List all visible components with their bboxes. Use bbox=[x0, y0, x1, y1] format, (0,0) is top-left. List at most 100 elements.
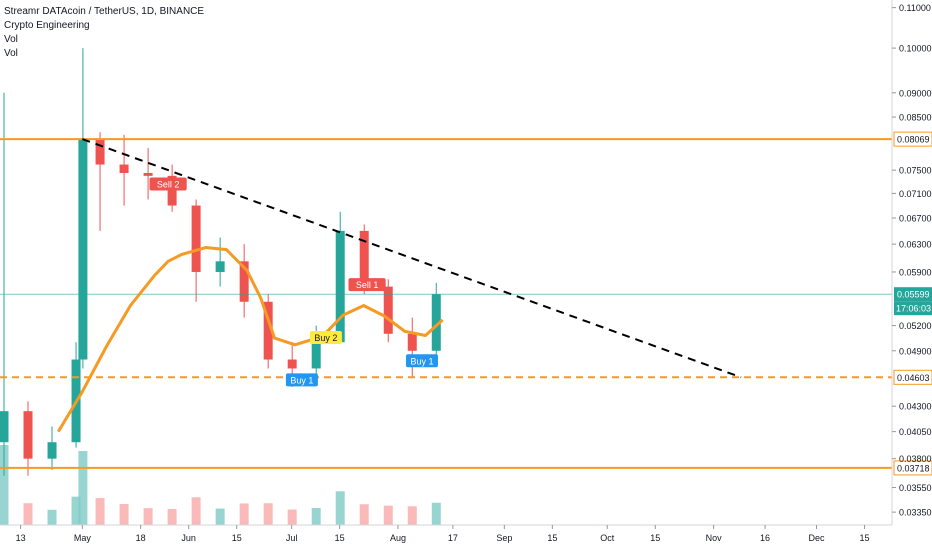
x-tick-label: 17 bbox=[448, 533, 458, 543]
countdown-label: 17:06:03 bbox=[896, 304, 931, 314]
volume-bar bbox=[119, 504, 129, 525]
x-tick-label: 18 bbox=[136, 533, 146, 543]
x-tick-label: Jul bbox=[286, 533, 298, 543]
x-tick-label: May bbox=[74, 533, 92, 543]
x-tick-label: 16 bbox=[760, 533, 770, 543]
volume-bar bbox=[167, 508, 177, 525]
level-label-box bbox=[893, 131, 932, 147]
volume-bar bbox=[287, 509, 297, 525]
y-tick-label: 0.04300 bbox=[899, 402, 932, 412]
trendline bbox=[81, 138, 742, 379]
candle-body bbox=[311, 342, 321, 369]
y-tick-label: 0.05900 bbox=[899, 267, 932, 277]
volume-bar bbox=[383, 505, 393, 525]
candle-body bbox=[167, 175, 177, 206]
volume-bar bbox=[143, 508, 153, 525]
candle-body bbox=[239, 261, 249, 302]
y-tick-label: 0.10000 bbox=[899, 44, 932, 54]
volume-bar bbox=[95, 498, 105, 525]
volume-bar bbox=[191, 497, 201, 525]
volume-bar bbox=[311, 507, 321, 525]
level-label: 0.04603 bbox=[897, 373, 930, 383]
candle-body bbox=[119, 164, 129, 173]
candlesticks bbox=[0, 48, 441, 476]
signal-badge bbox=[149, 177, 187, 191]
x-tick-label: Sep bbox=[496, 533, 512, 543]
candle-body bbox=[335, 230, 345, 343]
y-tick-label: 0.04900 bbox=[899, 346, 932, 356]
countdown-box bbox=[894, 301, 932, 316]
y-tick-label: 0.07100 bbox=[899, 189, 932, 199]
x-tick-label: Oct bbox=[600, 533, 615, 543]
volume-bar bbox=[263, 503, 273, 525]
volume-bar bbox=[335, 491, 345, 525]
signal-badge bbox=[285, 373, 318, 387]
trendline-path bbox=[81, 138, 742, 379]
volume-bar bbox=[71, 496, 81, 525]
y-tick-label: 0.09000 bbox=[899, 88, 932, 98]
signal-labels: Sell 2 Sell 1 Buy 2 Buy 1 Buy 1 bbox=[149, 177, 438, 387]
level-label: 0.08069 bbox=[897, 135, 930, 145]
signal-label: Sell 1 bbox=[356, 280, 379, 290]
candle-body bbox=[287, 359, 297, 369]
y-tick-label: 0.04050 bbox=[899, 427, 932, 437]
y-tick-label: 0.06700 bbox=[899, 214, 932, 224]
moving-average-line bbox=[57, 245, 444, 433]
y-tick-label: 0.11000 bbox=[899, 3, 931, 13]
last-price-box bbox=[894, 287, 932, 302]
y-tick-label: 0.07500 bbox=[899, 166, 932, 176]
x-tick-label: 15 bbox=[860, 533, 870, 543]
signal-label: Sell 2 bbox=[157, 180, 180, 190]
y-tick-label: 0.03550 bbox=[899, 483, 932, 493]
legend-vol-2: Vol bbox=[4, 48, 18, 59]
legend-indicator: Crypto Engineering bbox=[4, 20, 90, 31]
candle-body bbox=[383, 286, 393, 334]
x-tick-label: Dec bbox=[809, 533, 826, 543]
candle-body bbox=[407, 333, 417, 351]
x-tick-label: 15 bbox=[335, 533, 345, 543]
chart-legend: Streamr DATAcoin / TetherUS, 1D, BINANCE… bbox=[4, 5, 204, 61]
candle-body bbox=[47, 442, 57, 459]
signal-label: Buy 2 bbox=[314, 333, 337, 343]
signal-badge bbox=[348, 278, 386, 292]
y-tick-label: 0.08500 bbox=[899, 113, 932, 123]
candle-body bbox=[191, 205, 201, 272]
candle-body bbox=[78, 139, 88, 360]
signal-badge bbox=[309, 330, 342, 344]
volume-bar bbox=[23, 503, 33, 525]
x-tick-label: 15 bbox=[232, 533, 242, 543]
moving-average bbox=[57, 245, 444, 433]
candle-body bbox=[431, 294, 441, 351]
volume-bar bbox=[78, 451, 88, 525]
volume-bar bbox=[47, 509, 57, 525]
level-label: 0.03718 bbox=[897, 463, 930, 473]
candle-body bbox=[0, 411, 9, 443]
legend-title: Streamr DATAcoin / TetherUS, 1D, BINANCE bbox=[4, 6, 205, 17]
level-label-box bbox=[893, 369, 932, 385]
x-tick-label: 13 bbox=[16, 533, 26, 543]
x-tick-label: Aug bbox=[390, 533, 406, 543]
y-tick-label: 0.06300 bbox=[899, 240, 932, 250]
horizontal-levels: 0.08069 0.04603 0.03718 0.05599 17:06:03 bbox=[0, 131, 932, 476]
last-price-label: 0.05599 bbox=[897, 290, 930, 300]
x-tick-label: Jun bbox=[181, 533, 196, 543]
candle-body bbox=[215, 261, 225, 272]
volume-bars bbox=[0, 445, 441, 525]
volume-bar bbox=[215, 508, 225, 525]
candle-body bbox=[95, 139, 105, 165]
x-tick-label: 15 bbox=[547, 533, 557, 543]
volume-bar bbox=[0, 445, 9, 525]
candle-body bbox=[263, 301, 273, 360]
y-tick-label: 0.03350 bbox=[899, 508, 932, 518]
signal-label: Buy 1 bbox=[290, 375, 313, 385]
y-tick-label: 0.05200 bbox=[899, 321, 932, 331]
x-tick-label: Nov bbox=[706, 533, 723, 543]
candle-body bbox=[143, 172, 153, 176]
level-label-box bbox=[893, 460, 932, 476]
volume-bar bbox=[239, 503, 249, 525]
volume-bar bbox=[407, 506, 417, 525]
signal-label: Buy 1 bbox=[410, 356, 433, 366]
signal-badge bbox=[405, 354, 438, 368]
